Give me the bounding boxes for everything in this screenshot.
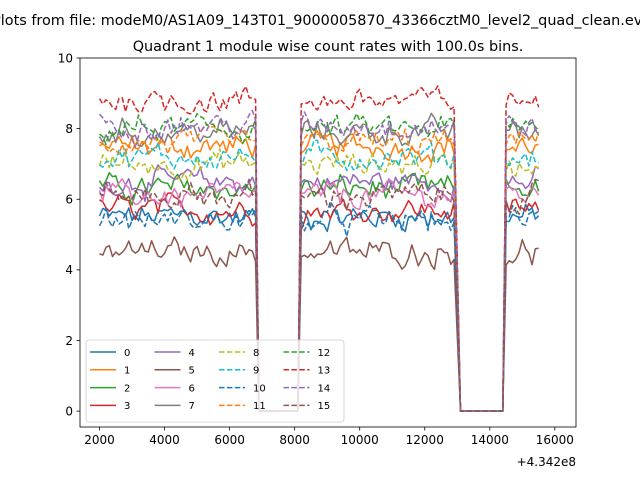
- legend-label: 7: [189, 401, 195, 412]
- legend-label: 2: [124, 383, 130, 394]
- y-tick-label: 10: [58, 51, 73, 65]
- x-tick-label: 6000: [214, 433, 245, 447]
- x-tick-label: 12000: [406, 433, 444, 447]
- x-axis-offset-label: +4.342e8: [517, 455, 576, 469]
- axes-frame: [79, 57, 577, 428]
- legend-label: 0: [124, 348, 130, 359]
- y-axis: 0 2 4 6 8 10: [58, 51, 80, 418]
- legend-label: 15: [318, 401, 331, 412]
- x-tick-label: 2000: [84, 433, 115, 447]
- legend-label: 6: [189, 383, 195, 394]
- legend-label: 1: [124, 366, 130, 377]
- series-line-13: [98, 85, 540, 412]
- legend-label: 8: [253, 348, 259, 359]
- legend-label: 13: [318, 366, 331, 377]
- y-tick-label: 6: [65, 193, 73, 207]
- legend-label: 14: [318, 383, 331, 394]
- legend-box: [85, 339, 345, 423]
- x-axis: 2000 4000 6000 8000 10000 12000 14000 16000: [84, 427, 574, 447]
- legend-label: 4: [189, 348, 195, 359]
- y-tick-label: 0: [65, 404, 73, 418]
- series-line-11: [99, 123, 540, 412]
- plot-area: [79, 57, 577, 428]
- legend-label: 10: [253, 383, 266, 394]
- series-lines: [98, 85, 540, 412]
- series-line-8: [98, 147, 539, 412]
- x-tick-label: 4000: [149, 433, 180, 447]
- x-tick-label: 8000: [279, 433, 310, 447]
- legend-label: 5: [189, 366, 195, 377]
- x-tick-label: 16000: [536, 433, 574, 447]
- series-line-14: [98, 109, 540, 412]
- legend-label: 11: [253, 401, 266, 412]
- x-tick-label: 10000: [341, 433, 379, 447]
- legend-label: 9: [253, 366, 259, 377]
- y-tick-label: 2: [65, 334, 73, 348]
- y-tick-label: 4: [65, 263, 73, 277]
- y-tick-label: 8: [65, 122, 73, 136]
- x-tick-label: 14000: [471, 433, 509, 447]
- legend-label: 12: [318, 348, 331, 359]
- figure-suptitle: Plots from file: modeM0/AS1A09_143T01_90…: [0, 13, 640, 29]
- legend-label: 3: [124, 401, 130, 412]
- chart-title: Quadrant 1 module wise count rates with …: [133, 39, 524, 55]
